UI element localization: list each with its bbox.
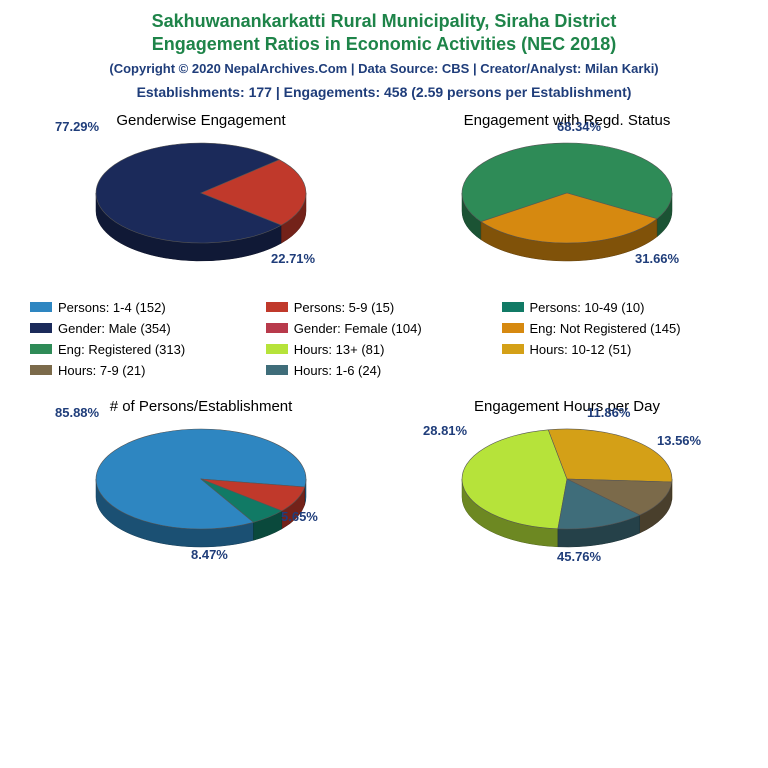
legend-swatch xyxy=(266,323,288,333)
legend-item: Eng: Registered (313) xyxy=(30,342,266,357)
title-line2: Engagement Ratios in Economic Activities… xyxy=(8,33,760,56)
legend-item: Eng: Not Registered (145) xyxy=(502,321,738,336)
chart-persons-pie: 85.88%8.47%5.65% xyxy=(81,417,321,572)
legend-item: Hours: 1-6 (24) xyxy=(266,363,502,378)
slice-label: 22.71% xyxy=(271,251,315,266)
legend-swatch xyxy=(502,302,524,312)
legend-swatch xyxy=(30,323,52,333)
chart-persons-cell: # of Persons/Establishment 85.88%8.47%5.… xyxy=(18,398,384,572)
slice-label: 28.81% xyxy=(423,423,467,438)
charts-bottom-row: # of Persons/Establishment 85.88%8.47%5.… xyxy=(0,390,768,572)
legend-label: Gender: Female (104) xyxy=(294,321,422,336)
slice-label: 85.88% xyxy=(55,405,99,420)
legend-label: Persons: 5-9 (15) xyxy=(294,300,394,315)
legend-item: Hours: 7-9 (21) xyxy=(30,363,266,378)
legend-item: Persons: 10-49 (10) xyxy=(502,300,738,315)
slice-label: 13.56% xyxy=(657,433,701,448)
legend-label: Persons: 1-4 (152) xyxy=(58,300,166,315)
slice-label: 77.29% xyxy=(55,119,99,134)
header: Sakhuwanankarkatti Rural Municipality, S… xyxy=(0,0,768,104)
chart-hours-cell: Engagement Hours per Day 45.76%28.81%11.… xyxy=(384,398,750,572)
slice-label: 5.65% xyxy=(281,509,318,524)
legend-label: Eng: Not Registered (145) xyxy=(530,321,681,336)
slice-label: 11.86% xyxy=(587,405,630,420)
legend-swatch xyxy=(30,344,52,354)
legend-label: Hours: 1-6 (24) xyxy=(294,363,381,378)
legend-swatch xyxy=(266,344,288,354)
legend-label: Persons: 10-49 (10) xyxy=(530,300,645,315)
slice-label: 31.66% xyxy=(635,251,679,266)
legend-item: Gender: Male (354) xyxy=(30,321,266,336)
legend-item: Hours: 10-12 (51) xyxy=(502,342,738,357)
copyright-line: (Copyright © 2020 NepalArchives.Com | Da… xyxy=(8,61,760,76)
chart-hours-title: Engagement Hours per Day xyxy=(384,398,750,415)
pie-slice xyxy=(548,429,672,482)
legend-label: Hours: 7-9 (21) xyxy=(58,363,145,378)
legend-item: Gender: Female (104) xyxy=(266,321,502,336)
legend-swatch xyxy=(502,323,524,333)
legend: Persons: 1-4 (152) Persons: 5-9 (15) Perso… xyxy=(0,286,768,390)
chart-gender-cell: Genderwise Engagement 77.29%22.71% xyxy=(18,112,384,286)
title-line1: Sakhuwanankarkatti Rural Municipality, S… xyxy=(8,10,760,33)
legend-swatch xyxy=(266,365,288,375)
legend-item: Persons: 1-4 (152) xyxy=(30,300,266,315)
legend-swatch xyxy=(30,365,52,375)
legend-label: Hours: 10-12 (51) xyxy=(530,342,632,357)
chart-hours-pie: 45.76%28.81%11.86%13.56% xyxy=(447,417,687,572)
chart-regd-cell: Engagement with Regd. Status 68.34%31.66… xyxy=(384,112,750,286)
slice-label: 68.34% xyxy=(557,119,601,134)
legend-label: Gender: Male (354) xyxy=(58,321,171,336)
slice-label: 8.47% xyxy=(191,547,228,562)
slice-label: 45.76% xyxy=(557,549,601,564)
legend-label: Eng: Registered (313) xyxy=(58,342,185,357)
legend-swatch xyxy=(502,344,524,354)
charts-top-row: Genderwise Engagement 77.29%22.71% Engag… xyxy=(0,104,768,286)
legend-item: Hours: 13+ (81) xyxy=(266,342,502,357)
chart-gender-pie: 77.29%22.71% xyxy=(81,131,321,286)
legend-swatch xyxy=(30,302,52,312)
summary-line: Establishments: 177 | Engagements: 458 (… xyxy=(8,84,760,100)
legend-label: Hours: 13+ (81) xyxy=(294,342,385,357)
legend-item: Persons: 5-9 (15) xyxy=(266,300,502,315)
legend-swatch xyxy=(266,302,288,312)
chart-regd-pie: 68.34%31.66% xyxy=(447,131,687,286)
